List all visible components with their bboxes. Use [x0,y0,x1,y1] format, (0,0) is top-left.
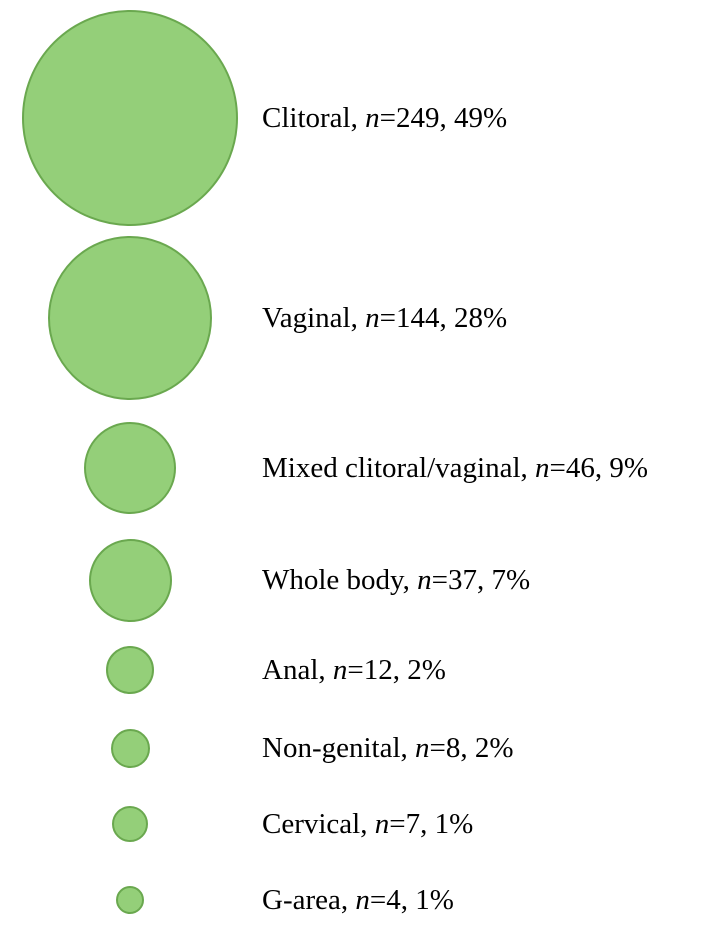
chart-row: Clitoral, n=249, 49% [0,10,714,226]
category-text: Non-genital [262,732,401,764]
category-text: Cervical [262,808,360,840]
chart-row: Whole body, n=37, 7% [0,539,714,622]
separator: , [420,808,435,840]
bubble-cell [0,422,260,514]
category-text: Anal [262,654,318,686]
category-text: G-area [262,884,341,916]
percent-value: 7% [492,564,531,596]
separator: , [401,732,416,764]
separator: , [460,732,475,764]
percent-value: 2% [407,654,446,686]
chart-row: Cervical, n=7, 1% [0,804,714,844]
chart-label: Cervical, n=7, 1% [262,808,473,841]
bubble [116,886,144,914]
chart-row: G-area, n=4, 1% [0,880,714,920]
n-value: 144 [396,302,440,334]
chart-row: Non-genital, n=8, 2% [0,728,714,768]
percent-value: 9% [609,452,648,484]
separator: , [439,302,454,334]
chart-row: Vaginal, n=144, 28% [0,236,714,400]
separator: , [393,654,408,686]
n-value: 7 [406,808,421,840]
n-symbol: n [375,808,390,840]
chart-label: Vaginal, n=144, 28% [262,302,507,335]
bubble-cell [0,646,260,694]
bubble [111,729,150,768]
equals: = [380,102,396,134]
separator: , [403,564,418,596]
n-value: 249 [396,102,440,134]
percent-value: 1% [415,884,454,916]
separator: , [318,654,333,686]
n-value: 37 [448,564,477,596]
chart-label: Anal, n=12, 2% [262,654,446,687]
bubble-cell [0,539,260,622]
percent-value: 49% [454,102,507,134]
chart-row: Mixed clitoral/vaginal, n=46, 9% [0,422,714,514]
equals: = [347,654,363,686]
separator: , [341,884,356,916]
equals: = [389,808,405,840]
bubble-cell [0,806,260,842]
bubble-cell [0,729,260,768]
chart-label: Mixed clitoral/vaginal, n=46, 9% [262,452,648,485]
bubble-cell [0,236,260,400]
category-text: Clitoral [262,102,351,134]
category-text: Whole body [262,564,403,596]
n-value: 46 [566,452,595,484]
bubble-cell [0,886,260,914]
separator: , [477,564,492,596]
chart-label: G-area, n=4, 1% [262,884,454,917]
n-symbol: n [333,654,348,686]
separator: , [401,884,416,916]
equals: = [370,884,386,916]
chart-label: Non-genital, n=8, 2% [262,732,514,765]
separator: , [351,302,366,334]
n-symbol: n [365,102,380,134]
bubble [89,539,172,622]
bubble [84,422,176,514]
separator: , [521,452,536,484]
n-symbol: n [355,884,370,916]
bubble-cell [0,10,260,226]
n-symbol: n [415,732,430,764]
chart-label: Whole body, n=37, 7% [262,564,530,597]
n-value: 12 [364,654,393,686]
n-value: 4 [386,884,401,916]
equals: = [432,564,448,596]
percent-value: 2% [475,732,514,764]
equals: = [380,302,396,334]
separator: , [439,102,454,134]
n-symbol: n [417,564,432,596]
category-text: Mixed clitoral/vaginal [262,452,521,484]
bubble [112,806,148,842]
separator: , [595,452,610,484]
bubble-list-chart: Clitoral, n=249, 49%Vaginal, n=144, 28%M… [0,0,714,944]
category-text: Vaginal [262,302,351,334]
percent-value: 28% [454,302,507,334]
chart-label: Clitoral, n=249, 49% [262,102,507,135]
chart-row: Anal, n=12, 2% [0,646,714,694]
n-symbol: n [535,452,550,484]
separator: , [360,808,375,840]
equals: = [430,732,446,764]
percent-value: 1% [435,808,474,840]
bubble [106,646,154,694]
bubble [48,236,212,400]
equals: = [550,452,566,484]
bubble [22,10,238,226]
separator: , [351,102,366,134]
n-value: 8 [446,732,461,764]
n-symbol: n [365,302,380,334]
